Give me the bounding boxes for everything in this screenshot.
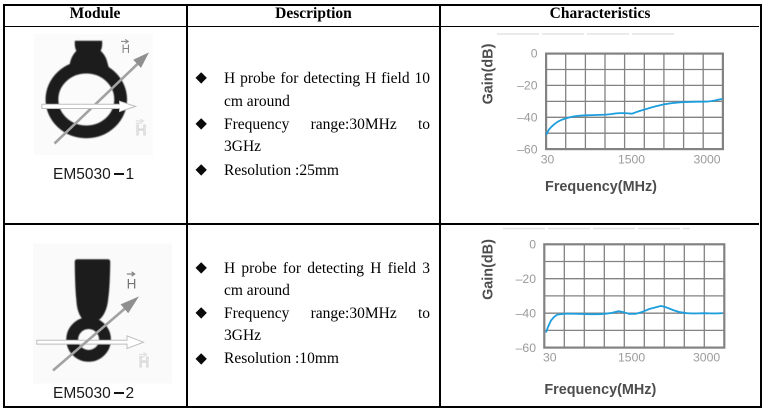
svg-text:–60: –60 bbox=[516, 341, 537, 355]
svg-text:H: H bbox=[127, 276, 137, 291]
svg-text:–20: –20 bbox=[516, 272, 537, 286]
svg-text:0: 0 bbox=[531, 47, 538, 61]
svg-text:–40: –40 bbox=[517, 111, 538, 125]
svg-text:Gain(dB): Gain(dB) bbox=[481, 239, 497, 300]
svg-text:3000: 3000 bbox=[693, 152, 720, 166]
svg-text:–60: –60 bbox=[517, 142, 538, 156]
svg-text:30: 30 bbox=[541, 152, 555, 166]
svg-text:–40: –40 bbox=[516, 306, 537, 320]
svg-text:1500: 1500 bbox=[618, 351, 645, 365]
svg-text:30: 30 bbox=[543, 351, 557, 365]
svg-text:H: H bbox=[136, 122, 147, 139]
svg-text:Frequency(MHz): Frequency(MHz) bbox=[545, 179, 657, 195]
svg-text:1500: 1500 bbox=[618, 152, 645, 166]
svg-text:Frequency(MHz): Frequency(MHz) bbox=[544, 382, 656, 398]
svg-text:3000: 3000 bbox=[693, 351, 720, 365]
svg-text:H: H bbox=[139, 355, 149, 371]
svg-text:Gain(dB): Gain(dB) bbox=[481, 43, 497, 104]
svg-text:–20: –20 bbox=[517, 79, 538, 93]
svg-text:0: 0 bbox=[529, 238, 536, 252]
svg-text:H: H bbox=[122, 44, 130, 56]
